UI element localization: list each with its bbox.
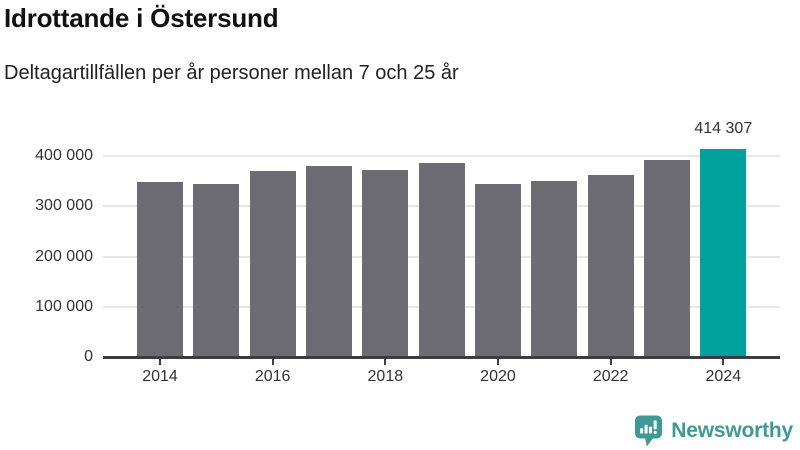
chart-subtitle: Deltagartillfällen per år personer mella… [4, 62, 459, 84]
bar-2023 [643, 160, 690, 357]
newsworthy-chart-bubble-icon [633, 414, 664, 447]
x-axis-line [103, 356, 780, 359]
x-axis-tick [271, 358, 274, 365]
x-axis-tick [722, 358, 725, 365]
y-axis-label: 300 000 [35, 197, 93, 215]
newsworthy-logo: Newsworthy [633, 414, 793, 447]
x-axis-label: 2014 [142, 368, 178, 385]
x-axis-label: 2020 [480, 368, 516, 385]
x-axis-tick [496, 358, 499, 365]
bar-2021 [531, 181, 578, 357]
bar-value-label: 414 307 [694, 120, 753, 137]
bar-2024 [700, 149, 747, 357]
x-axis-label: 2018 [367, 368, 404, 385]
x-axis-label: 2024 [705, 368, 742, 385]
x-axis-label: 2022 [592, 368, 629, 385]
gridline-400000 [103, 155, 780, 157]
x-axis-tick [384, 358, 387, 365]
bar-2016 [249, 171, 296, 357]
y-axis-label: 0 [84, 348, 93, 365]
bar-2017 [305, 166, 352, 357]
chart-title: Idrottande i Östersund [4, 3, 279, 33]
bar-2018 [362, 170, 409, 357]
bar-2019 [418, 163, 465, 357]
newsworthy-logo-text: Newsworthy [671, 418, 793, 442]
bar-2015 [193, 184, 240, 357]
bar-2022 [587, 175, 634, 357]
bar-2020 [474, 184, 521, 357]
x-axis-tick [609, 358, 612, 365]
y-axis-label: 100 000 [35, 297, 93, 315]
y-axis-label: 200 000 [35, 247, 93, 265]
bar-2014 [137, 182, 183, 357]
x-axis-tick [159, 358, 161, 365]
x-axis-label: 2016 [254, 368, 291, 385]
y-axis-label: 400 000 [35, 147, 93, 164]
